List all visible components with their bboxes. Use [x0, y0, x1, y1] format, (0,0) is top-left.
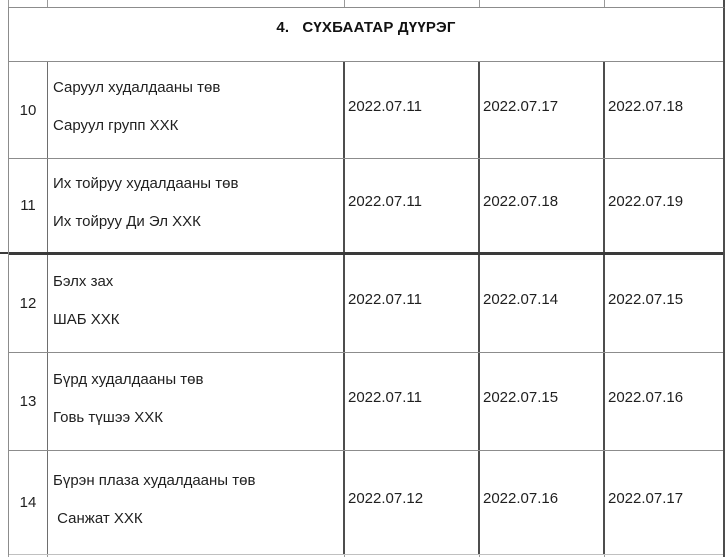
date-value: 2022.07.16	[483, 490, 559, 507]
date-value: 2022.07.15	[608, 291, 684, 308]
name-cell: Бэлх зах ШАБ ХХК	[48, 255, 345, 352]
date3-cell: 2022.07.16	[605, 353, 723, 450]
bottom-border-stub	[604, 555, 605, 557]
date-value: 2022.07.11	[348, 291, 422, 308]
table-row: 14 Бүрэн плаза худалдааны төв Санжат ХХК…	[9, 451, 723, 555]
bottom-border-stub	[479, 555, 480, 557]
center-name: Саруул худалдааны төв	[53, 79, 221, 96]
name-cell: Бүрэн плаза худалдааны төв Санжат ХХК	[48, 451, 345, 554]
row-number-cell: 11	[9, 159, 48, 252]
date3-cell: 2022.07.19	[605, 159, 723, 252]
date-value: 2022.07.17	[608, 490, 684, 507]
top-border-stub	[47, 0, 48, 7]
top-border-stub	[8, 0, 9, 7]
name-cell: Их тойруу худалдааны төв Их тойруу Ди Эл…	[48, 159, 345, 252]
row-number: 13	[19, 393, 37, 410]
bottom-border-stub	[47, 555, 48, 557]
bottom-border-stub	[723, 555, 725, 557]
date2-cell: 2022.07.18	[480, 159, 605, 252]
company-name: Их тойруу Ди Эл ХХК	[53, 212, 201, 230]
center-name: Их тойруу худалдааны төв	[53, 174, 239, 192]
date-value: 2022.07.17	[483, 97, 559, 115]
company-name: Саруул групп ХХК	[53, 117, 179, 134]
section-header-row: 4. СҮХБААТАР ДҮҮРЭГ	[9, 8, 723, 62]
name-cell: Бүрд худалдааны төв Говь түшээ ХХК	[48, 353, 345, 450]
section-title: 4. СҮХБААТАР ДҮҮРЭГ	[276, 19, 456, 36]
table-row: 12 Бэлх зах ШАБ ХХК 2022.07.11 2022.07.1…	[9, 255, 723, 353]
date2-cell: 2022.07.14	[480, 255, 605, 352]
bottom-border-stub	[344, 555, 345, 557]
row-number-cell: 12	[9, 255, 48, 352]
row-number: 14	[19, 494, 37, 511]
date2-cell: 2022.07.16	[480, 451, 605, 554]
date2-cell: 2022.07.15	[480, 353, 605, 450]
date-value: 2022.07.15	[483, 389, 559, 406]
center-name: Бүрэн плаза худалдааны төв	[53, 471, 256, 489]
thick-divider-extension	[0, 252, 9, 254]
date1-cell: 2022.07.12	[345, 451, 480, 554]
date-value: 2022.07.14	[483, 291, 559, 308]
date2-cell: 2022.07.17	[480, 62, 605, 158]
schedule-table: 4. СҮХБААТАР ДҮҮРЭГ 10 Саруул худалдааны…	[8, 7, 725, 555]
row-number: 12	[19, 295, 37, 312]
date-value: 2022.07.11	[348, 97, 422, 115]
bottom-border-stub	[8, 555, 9, 557]
center-name: Бүрд худалдааны төв	[53, 370, 204, 388]
center-name: Бэлх зах	[53, 272, 114, 290]
date-value: 2022.07.11	[348, 193, 422, 210]
date-value: 2022.07.16	[608, 389, 684, 406]
date1-cell: 2022.07.11	[345, 255, 480, 352]
date3-cell: 2022.07.18	[605, 62, 723, 158]
row-number-cell: 10	[9, 62, 48, 158]
company-name: Говь түшээ ХХК	[53, 408, 164, 426]
date-value: 2022.07.11	[348, 389, 422, 406]
company-name: ШАБ ХХК	[53, 310, 120, 328]
date1-cell: 2022.07.11	[345, 353, 480, 450]
date3-cell: 2022.07.15	[605, 255, 723, 352]
date-value: 2022.07.18	[608, 97, 684, 115]
table-row: 10 Саруул худалдааны төв Саруул групп ХХ…	[9, 62, 723, 159]
top-border-stub	[479, 0, 480, 7]
top-border-stub	[723, 0, 725, 7]
date-value: 2022.07.12	[348, 490, 424, 507]
company-name: Санжат ХХК	[53, 509, 143, 527]
row-number-cell: 14	[9, 451, 48, 554]
date1-cell: 2022.07.11	[345, 62, 480, 158]
row-number: 11	[20, 197, 36, 214]
date1-cell: 2022.07.11	[345, 159, 480, 252]
table-row: 13 Бүрд худалдааны төв Говь түшээ ХХК 20…	[9, 353, 723, 451]
row-number: 10	[19, 101, 37, 119]
row-number-cell: 13	[9, 353, 48, 450]
date3-cell: 2022.07.17	[605, 451, 723, 554]
date-value: 2022.07.18	[483, 193, 559, 210]
top-border-stub	[604, 0, 605, 7]
date-value: 2022.07.19	[608, 193, 684, 210]
name-cell: Саруул худалдааны төв Саруул групп ХХК	[48, 62, 345, 158]
top-border-stub	[344, 0, 345, 7]
table-row: 11 Их тойруу худалдааны төв Их тойруу Ди…	[9, 159, 723, 255]
